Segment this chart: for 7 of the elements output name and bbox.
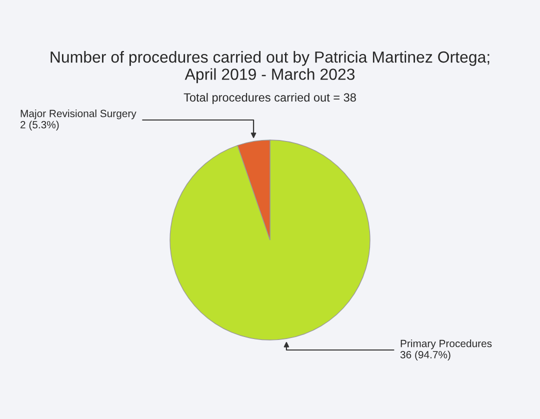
slice-label: Primary Procedures	[400, 340, 492, 350]
chart-subtitle: Total procedures carried out = 38	[184, 92, 356, 104]
data-label: 36 (94.7%)	[400, 350, 450, 360]
slice-label: Major Revisional Surgery	[20, 110, 136, 120]
pie-slice	[170, 140, 370, 340]
data-label: 2 (5.3%)	[20, 120, 59, 130]
chart-title: Number of procedures carried out by Patricia Martinez Ortega; April 2019 - March 2023	[50, 50, 490, 84]
